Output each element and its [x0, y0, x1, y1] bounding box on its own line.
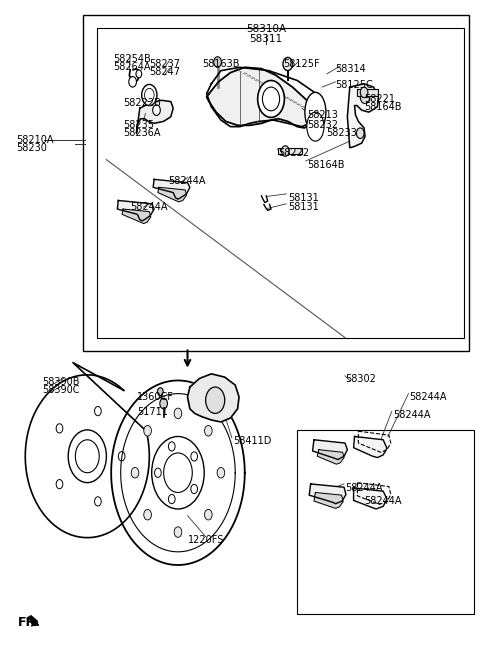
Bar	[297, 430, 474, 614]
Text: 58233: 58233	[326, 128, 357, 138]
Circle shape	[118, 451, 125, 461]
Polygon shape	[136, 100, 173, 133]
Bar	[278, 148, 302, 154]
Polygon shape	[348, 84, 378, 148]
Circle shape	[95, 496, 101, 506]
Text: 58210A: 58210A	[16, 135, 53, 145]
Circle shape	[153, 105, 160, 115]
Circle shape	[168, 442, 175, 451]
Circle shape	[357, 128, 364, 138]
Ellipse shape	[142, 85, 157, 105]
Circle shape	[205, 387, 225, 413]
Circle shape	[174, 408, 182, 418]
Circle shape	[157, 388, 163, 396]
Polygon shape	[312, 440, 348, 459]
Text: 58131: 58131	[288, 203, 318, 213]
Ellipse shape	[144, 89, 154, 101]
Circle shape	[56, 479, 63, 489]
Text: 58264A: 58264A	[114, 62, 151, 72]
Text: 58163B: 58163B	[202, 60, 240, 70]
Ellipse shape	[307, 112, 324, 141]
Circle shape	[144, 510, 151, 520]
Circle shape	[360, 87, 368, 97]
Circle shape	[136, 70, 142, 78]
Text: 58314: 58314	[336, 64, 366, 74]
Circle shape	[168, 495, 175, 504]
Text: 58125F: 58125F	[283, 60, 320, 70]
Polygon shape	[117, 201, 154, 221]
Ellipse shape	[305, 93, 326, 132]
Text: 58125C: 58125C	[336, 81, 373, 91]
Text: 58221: 58221	[364, 94, 395, 104]
Circle shape	[281, 146, 289, 156]
Text: 58390C: 58390C	[42, 385, 80, 395]
Circle shape	[56, 424, 63, 433]
Text: 58164B: 58164B	[364, 101, 402, 112]
Polygon shape	[153, 179, 190, 199]
Circle shape	[164, 453, 192, 493]
Text: 58131: 58131	[288, 193, 318, 203]
Polygon shape	[122, 209, 151, 224]
Text: 58310A: 58310A	[246, 24, 286, 34]
Circle shape	[144, 426, 151, 436]
Text: 58390B: 58390B	[42, 377, 80, 387]
Text: 58244A: 58244A	[345, 483, 383, 493]
Text: 58244A: 58244A	[364, 496, 402, 506]
Text: FR.: FR.	[18, 616, 41, 629]
Text: 58164B: 58164B	[307, 160, 344, 169]
Text: 1220FS: 1220FS	[188, 536, 224, 545]
Text: 58247: 58247	[149, 68, 180, 77]
Circle shape	[160, 399, 168, 409]
Circle shape	[174, 527, 182, 538]
Polygon shape	[314, 493, 343, 508]
Text: 58235: 58235	[123, 120, 154, 130]
Circle shape	[75, 440, 99, 473]
Text: 58222: 58222	[278, 148, 309, 158]
Text: 58222B: 58222B	[123, 98, 161, 109]
Polygon shape	[354, 488, 387, 509]
Text: 58254B: 58254B	[114, 54, 151, 64]
Polygon shape	[309, 484, 346, 504]
Circle shape	[258, 81, 284, 117]
Circle shape	[95, 406, 101, 416]
Circle shape	[68, 430, 107, 483]
Polygon shape	[317, 449, 344, 464]
Bar	[83, 15, 469, 351]
Polygon shape	[354, 436, 387, 457]
Circle shape	[217, 467, 225, 478]
Polygon shape	[28, 616, 37, 626]
Circle shape	[191, 452, 197, 461]
Polygon shape	[158, 187, 187, 202]
Circle shape	[204, 510, 212, 520]
Bar	[97, 28, 464, 338]
Circle shape	[152, 436, 204, 509]
Circle shape	[191, 485, 197, 494]
Polygon shape	[206, 68, 314, 128]
Circle shape	[263, 87, 280, 111]
Text: 58311: 58311	[250, 34, 283, 44]
Text: 1360CF: 1360CF	[137, 392, 174, 402]
Circle shape	[155, 468, 161, 477]
Text: 58230: 58230	[16, 143, 47, 153]
Text: 58244A: 58244A	[168, 176, 206, 186]
Text: 58244A: 58244A	[409, 393, 447, 402]
Bar	[357, 89, 378, 95]
Circle shape	[204, 426, 212, 436]
Circle shape	[131, 467, 139, 478]
Circle shape	[360, 91, 370, 103]
Text: 58213: 58213	[307, 110, 338, 120]
Text: 58232: 58232	[307, 120, 338, 130]
Text: 58411D: 58411D	[233, 436, 271, 446]
Text: 58244A: 58244A	[393, 410, 430, 420]
Circle shape	[129, 77, 136, 87]
Text: 58237: 58237	[149, 60, 180, 70]
Polygon shape	[188, 374, 239, 422]
Text: 58302: 58302	[345, 374, 376, 384]
Circle shape	[214, 57, 221, 68]
Circle shape	[283, 58, 292, 71]
Text: 58244A: 58244A	[130, 203, 168, 213]
Text: 51711: 51711	[137, 407, 168, 417]
Text: 58236A: 58236A	[123, 128, 161, 138]
